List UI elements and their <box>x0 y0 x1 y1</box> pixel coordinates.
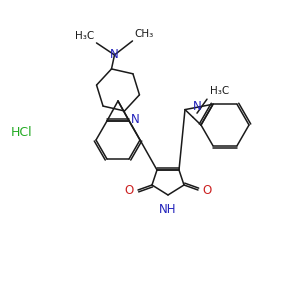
Text: O: O <box>125 184 134 196</box>
Text: NH: NH <box>159 203 177 216</box>
Text: H₃C: H₃C <box>75 31 94 41</box>
Text: N: N <box>193 100 201 113</box>
Text: HCl: HCl <box>11 125 33 139</box>
Text: N: N <box>131 113 140 126</box>
Text: N: N <box>110 48 119 62</box>
Text: CH₃: CH₃ <box>134 29 154 39</box>
Text: O: O <box>202 184 211 196</box>
Text: H₃C: H₃C <box>210 86 229 96</box>
